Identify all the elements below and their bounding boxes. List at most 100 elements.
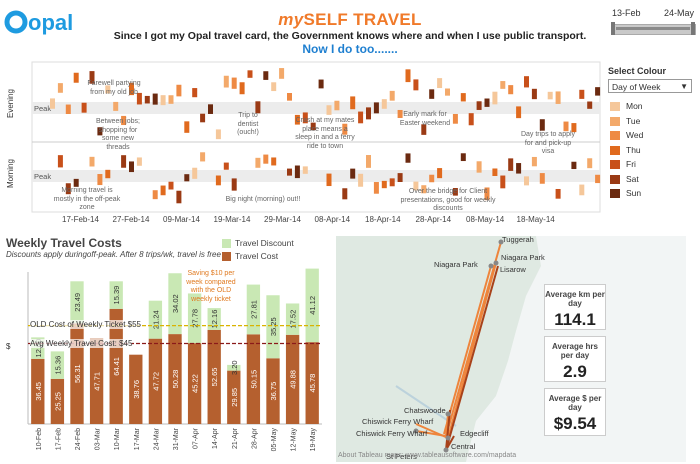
trip-mark[interactable] <box>192 167 198 179</box>
discount-bar[interactable] <box>207 308 221 330</box>
slider-end-handle[interactable] <box>691 22 695 35</box>
trip-mark[interactable] <box>223 162 229 170</box>
trip-mark[interactable] <box>144 95 150 104</box>
trip-mark[interactable] <box>350 168 356 179</box>
trip-mark[interactable] <box>263 154 269 164</box>
cost-bar[interactable] <box>148 338 163 424</box>
trip-mark[interactable] <box>326 105 332 115</box>
trip-mark[interactable] <box>160 95 166 106</box>
trip-mark[interactable] <box>105 85 111 94</box>
cost-bar[interactable] <box>50 378 65 424</box>
trip-mark[interactable] <box>492 91 498 105</box>
trip-mark[interactable] <box>176 190 182 204</box>
trip-mark[interactable] <box>271 157 277 166</box>
trip-mark[interactable] <box>81 102 87 113</box>
colour-dropdown[interactable]: Day of Week ▼ <box>608 79 692 93</box>
trip-mark[interactable] <box>500 175 506 189</box>
trip-mark[interactable] <box>342 188 348 200</box>
trip-mark[interactable] <box>460 93 466 102</box>
trip-mark[interactable] <box>192 88 198 98</box>
discount-bar[interactable] <box>187 293 202 344</box>
trip-mark[interactable] <box>381 99 387 109</box>
trip-mark[interactable] <box>231 178 237 191</box>
trip-mark[interactable] <box>279 68 285 79</box>
trip-mark[interactable] <box>294 165 300 179</box>
discount-bar[interactable] <box>266 295 280 359</box>
trip-mark[interactable] <box>445 88 450 96</box>
trip-mark[interactable] <box>223 75 229 88</box>
trip-mark[interactable] <box>358 173 364 187</box>
trip-mark[interactable] <box>460 153 466 162</box>
discount-bar[interactable] <box>227 364 241 371</box>
trip-mark[interactable] <box>200 152 206 162</box>
discount-bar[interactable] <box>109 281 123 309</box>
trip-mark[interactable] <box>539 119 545 131</box>
cost-bar[interactable] <box>207 329 221 424</box>
trip-mark[interactable] <box>129 82 134 96</box>
discount-bar[interactable] <box>285 303 300 335</box>
trip-mark[interactable] <box>389 90 395 101</box>
cost-bar[interactable] <box>129 354 143 424</box>
trip-mark[interactable] <box>452 113 458 124</box>
legend-item-tue[interactable]: Tue <box>610 116 640 127</box>
trip-mark[interactable] <box>121 155 127 168</box>
trip-mark[interactable] <box>239 82 245 95</box>
trip-mark[interactable] <box>508 85 514 95</box>
trip-mark[interactable] <box>208 104 213 114</box>
legend-item-wed[interactable]: Wed <box>610 130 643 141</box>
trip-mark[interactable] <box>65 183 71 195</box>
trip-mark[interactable] <box>373 182 379 194</box>
route-map[interactable]: Tuggerah Niagara Park Niagara Park Lisar… <box>336 236 686 462</box>
trip-mark[interactable] <box>389 178 395 187</box>
trip-mark[interactable] <box>358 111 364 124</box>
trip-mark[interactable] <box>73 72 79 83</box>
trip-mark[interactable] <box>373 102 379 114</box>
trip-mark[interactable] <box>287 168 292 176</box>
trip-mark[interactable] <box>176 84 182 97</box>
cost-bar[interactable] <box>109 308 123 424</box>
trip-mark[interactable] <box>421 124 427 135</box>
cost-bar[interactable] <box>246 334 261 424</box>
trip-mark[interactable] <box>184 121 190 133</box>
trip-mark[interactable] <box>57 83 63 93</box>
trip-mark[interactable] <box>563 121 569 132</box>
trip-mark[interactable] <box>555 188 561 199</box>
cost-bar[interactable] <box>31 358 45 424</box>
trip-mark[interactable] <box>516 163 522 174</box>
trip-mark[interactable] <box>89 156 95 167</box>
trip-mark[interactable] <box>271 82 277 92</box>
trip-mark[interactable] <box>318 79 324 89</box>
discount-bar[interactable] <box>246 284 261 335</box>
trip-mark[interactable] <box>302 166 308 174</box>
trip-mark[interactable] <box>184 174 190 182</box>
discount-bar[interactable] <box>148 300 163 339</box>
trip-mark[interactable] <box>524 176 529 186</box>
trip-mark[interactable] <box>97 127 103 136</box>
trip-mark[interactable] <box>136 92 142 105</box>
trip-mark[interactable] <box>89 71 95 84</box>
legend-item-sun[interactable]: Sun <box>610 188 641 199</box>
trip-mark[interactable] <box>152 190 158 200</box>
trip-mark[interactable] <box>105 169 111 179</box>
trip-mark[interactable] <box>555 91 561 104</box>
trip-mark[interactable] <box>255 157 261 168</box>
trip-mark[interactable] <box>381 180 387 189</box>
trip-mark[interactable] <box>587 158 593 169</box>
trip-mark[interactable] <box>152 93 158 105</box>
trip-mark[interactable] <box>452 188 458 196</box>
trip-mark[interactable] <box>468 113 474 126</box>
trip-mark[interactable] <box>524 76 529 88</box>
trip-mark[interactable] <box>168 95 174 104</box>
trip-mark[interactable] <box>255 101 261 114</box>
trip-mark[interactable] <box>326 173 332 187</box>
trip-mark[interactable] <box>366 155 371 168</box>
cost-bar[interactable] <box>305 342 319 424</box>
trip-mark[interactable] <box>579 89 585 99</box>
trip-mark[interactable] <box>263 71 269 80</box>
trip-mark[interactable] <box>136 157 142 166</box>
trip-mark[interactable] <box>579 184 585 196</box>
trip-mark[interactable] <box>302 112 308 124</box>
trip-mark[interactable] <box>595 174 601 184</box>
trip-mark[interactable] <box>508 158 514 171</box>
trip-mark[interactable] <box>516 106 522 119</box>
